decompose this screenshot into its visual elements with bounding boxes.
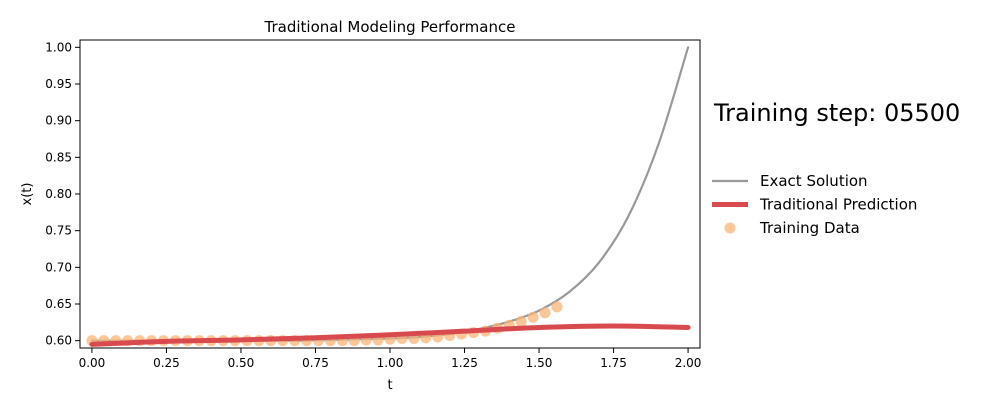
- x-tick-label: 1.50: [526, 356, 553, 370]
- training-data-point: [515, 316, 527, 328]
- legend-entry-label: Exact Solution: [760, 172, 868, 190]
- x-tick-label: 0.75: [302, 356, 329, 370]
- x-tick-label: 2.00: [675, 356, 702, 370]
- chart-title: Traditional Modeling Performance: [264, 18, 516, 36]
- y-tick-label: 0.75: [45, 224, 72, 238]
- exact-solution-line: [90, 46, 690, 342]
- training-data-point: [539, 307, 551, 319]
- x-tick-label: 0.50: [228, 356, 255, 370]
- x-tick-label: 1.75: [600, 356, 627, 370]
- y-tick-label: 0.70: [45, 260, 72, 274]
- legend-swatch-marker: [724, 222, 736, 234]
- y-axis-label: x(t): [20, 183, 35, 206]
- training-step-annotation: Training step: 05500: [713, 99, 960, 127]
- x-axis-label: t: [387, 378, 392, 393]
- x-tick-label: 0.00: [79, 356, 106, 370]
- prediction-line: [89, 323, 691, 347]
- y-tick-label: 0.85: [45, 150, 72, 164]
- legend-entry-label: Traditional Prediction: [759, 196, 917, 214]
- y-axis-ticks: 0.60 0.65 0.70 0.75 0.80 0.85 0.90 0.95 1.00: [45, 40, 80, 348]
- legend-entry-label: Training Data: [759, 219, 860, 237]
- x-axis-ticks: 0.00 0.25 0.50 0.75 1.00 1.25 1.50 1.75 2.00: [79, 348, 702, 370]
- training-data-point: [527, 311, 539, 323]
- y-tick-label: 0.65: [45, 297, 72, 311]
- y-tick-label: 0.80: [45, 187, 72, 201]
- y-tick-label: 0.90: [45, 114, 72, 128]
- x-tick-label: 1.25: [451, 356, 478, 370]
- plot-area: [86, 46, 691, 347]
- legend: Exact Solution Traditional Prediction Trai…: [712, 172, 917, 237]
- x-tick-label: 1.00: [377, 356, 404, 370]
- y-tick-label: 0.60: [45, 334, 72, 348]
- training-data-point: [551, 301, 563, 313]
- x-tick-label: 0.25: [153, 356, 180, 370]
- y-tick-label: 1.00: [45, 40, 72, 54]
- y-tick-label: 0.95: [45, 77, 72, 91]
- plot-frame: [79, 39, 701, 349]
